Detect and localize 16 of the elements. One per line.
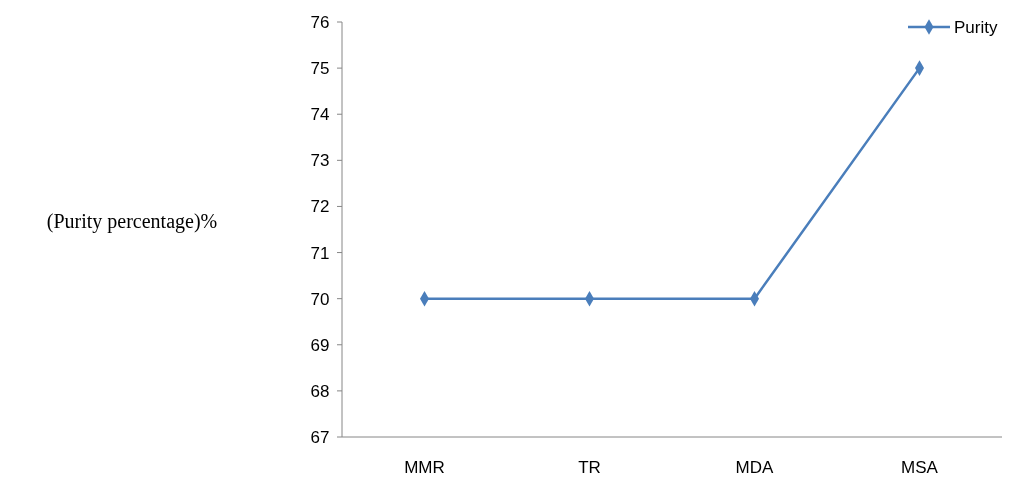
y-tick-label: 68	[310, 381, 330, 401]
x-tick-label: MSA	[901, 458, 939, 477]
x-tick-label: MMR	[404, 458, 445, 477]
y-tick-label: 67	[310, 427, 330, 447]
x-tick-label: TR	[578, 458, 601, 477]
y-tick-label: 75	[310, 59, 330, 79]
y-tick-label: 71	[310, 243, 330, 263]
y-tick-label: 72	[310, 197, 330, 217]
y-tick-label: 70	[310, 289, 330, 309]
y-axis-title: (Purity percentage)%	[46, 210, 218, 233]
y-tick-label: 76	[310, 12, 330, 32]
y-tick-label: 74	[310, 105, 330, 125]
legend-label: Purity	[954, 17, 998, 37]
y-tick-label: 73	[310, 151, 330, 171]
y-tick-label: 69	[310, 335, 330, 355]
x-tick-label: MDA	[735, 458, 775, 477]
